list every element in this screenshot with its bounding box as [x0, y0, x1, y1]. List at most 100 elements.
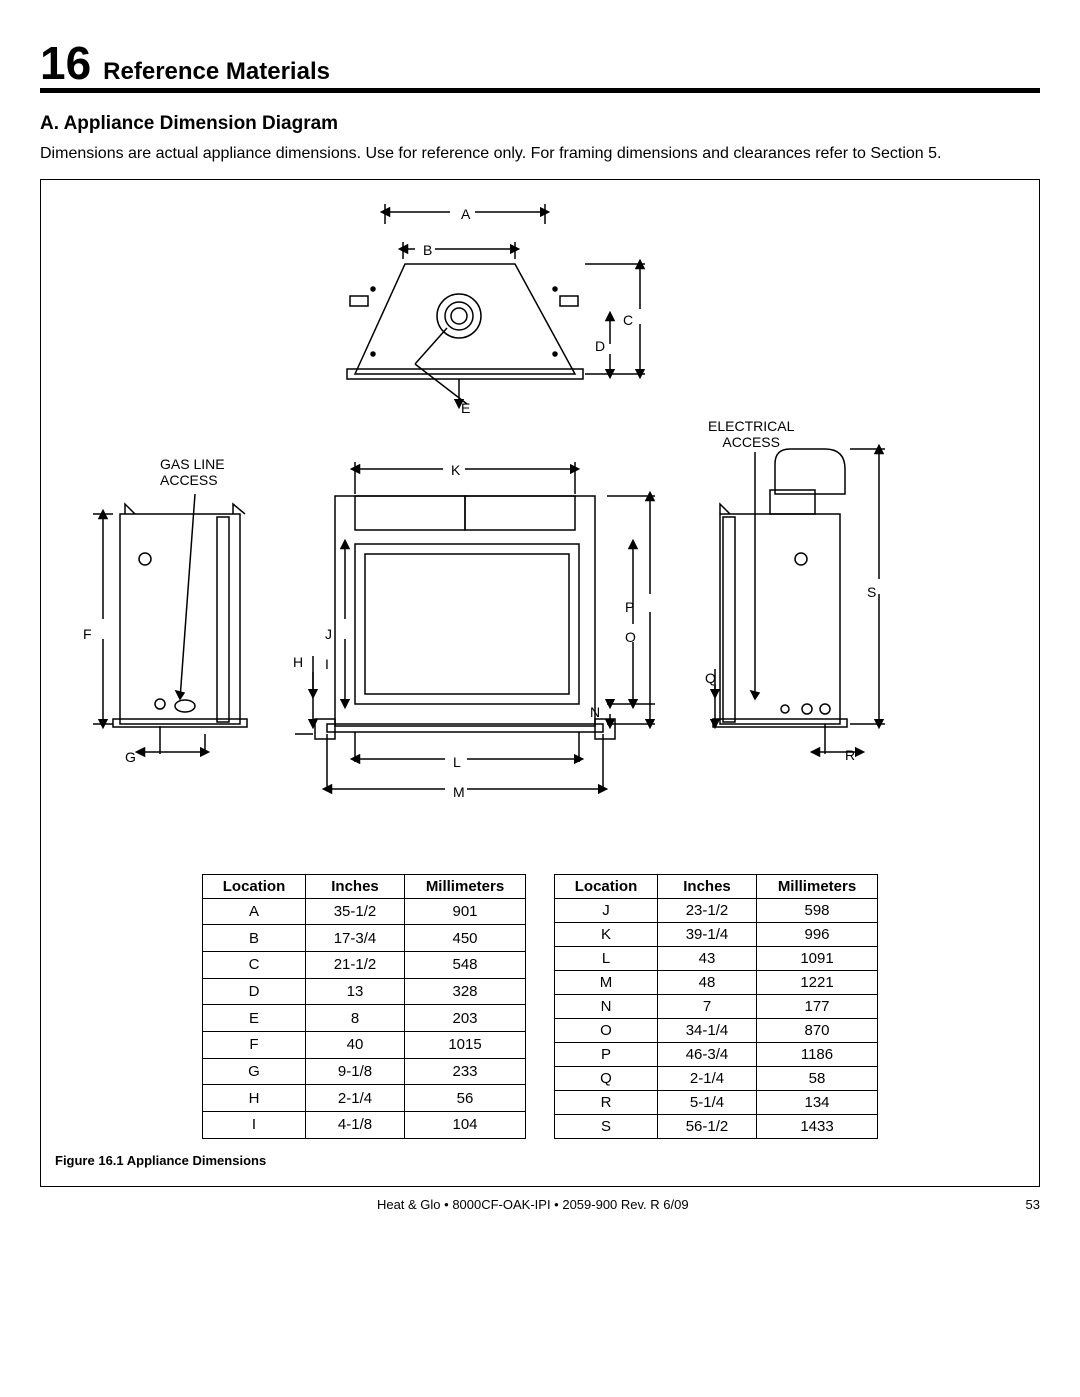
table-cell: G	[203, 1058, 306, 1085]
table-row: B17-3/4450	[203, 925, 526, 952]
table-cell: 8	[306, 1005, 405, 1032]
table-cell: 203	[405, 1005, 526, 1032]
dim-label-f: F	[83, 626, 92, 642]
subsection-heading: A. Appliance Dimension Diagram	[40, 113, 1040, 135]
th-mm: Millimeters	[405, 874, 526, 898]
table-cell: F	[203, 1031, 306, 1058]
table-cell: 56-1/2	[658, 1114, 757, 1138]
table-cell: 1015	[405, 1031, 526, 1058]
table-cell: 48	[658, 970, 757, 994]
table-row: P46-3/41186	[555, 1042, 878, 1066]
appliance-diagram-svg	[55, 194, 1015, 814]
dim-label-d: D	[595, 338, 605, 354]
table-cell: 7	[658, 994, 757, 1018]
table-row: E8203	[203, 1005, 526, 1032]
table-cell: C	[203, 951, 306, 978]
table-row: S56-1/21433	[555, 1114, 878, 1138]
table-row: C21-1/2548	[203, 951, 526, 978]
dimension-table-left: Location Inches Millimeters A35-1/2901B1…	[202, 874, 526, 1139]
table-row: J23-1/2598	[555, 898, 878, 922]
dim-label-o: O	[625, 629, 636, 645]
table-cell: S	[555, 1114, 658, 1138]
dim-label-c: C	[623, 312, 633, 328]
table-cell: J	[555, 898, 658, 922]
section-title: Reference Materials	[103, 58, 330, 86]
table-row: G9-1/8233	[203, 1058, 526, 1085]
dim-label-k: K	[451, 462, 460, 478]
table-cell: 2-1/4	[306, 1085, 405, 1112]
table-cell: 598	[757, 898, 878, 922]
table-row: D13328	[203, 978, 526, 1005]
table-row: I4-1/8104	[203, 1111, 526, 1138]
table-cell: E	[203, 1005, 306, 1032]
table-cell: 2-1/4	[658, 1066, 757, 1090]
figure-frame: A B C D E GAS LINE ACCESS ELECTRICAL ACC…	[40, 179, 1040, 1187]
dim-label-i: I	[325, 656, 329, 672]
table-cell: I	[203, 1111, 306, 1138]
table-cell: 5-1/4	[658, 1090, 757, 1114]
table-row: H2-1/456	[203, 1085, 526, 1112]
dim-label-b: B	[423, 242, 432, 258]
table-cell: 13	[306, 978, 405, 1005]
table-cell: 34-1/4	[658, 1018, 757, 1042]
th-inches: Inches	[658, 874, 757, 898]
dim-label-e: E	[461, 400, 470, 416]
table-row: F401015	[203, 1031, 526, 1058]
dim-label-q: Q	[705, 670, 716, 686]
dim-label-a: A	[461, 206, 470, 222]
table-cell: R	[555, 1090, 658, 1114]
table-cell: 4-1/8	[306, 1111, 405, 1138]
table-row: O34-1/4870	[555, 1018, 878, 1042]
table-cell: H	[203, 1085, 306, 1112]
table-cell: 996	[757, 922, 878, 946]
table-cell: 23-1/2	[658, 898, 757, 922]
dim-label-g: G	[125, 749, 136, 765]
th-location: Location	[203, 874, 306, 898]
table-cell: 450	[405, 925, 526, 952]
table-cell: 21-1/2	[306, 951, 405, 978]
table-row: Q2-1/458	[555, 1066, 878, 1090]
table-cell: 233	[405, 1058, 526, 1085]
page-footer: Heat & Glo • 8000CF-OAK-IPI • 2059-900 R…	[40, 1197, 1040, 1212]
table-cell: 40	[306, 1031, 405, 1058]
dim-label-s: S	[867, 584, 876, 600]
table-cell: L	[555, 946, 658, 970]
dim-label-m: M	[453, 784, 465, 800]
table-cell: K	[555, 922, 658, 946]
dim-label-r: R	[845, 747, 855, 763]
table-cell: 56	[405, 1085, 526, 1112]
section-number: 16	[40, 40, 91, 86]
table-cell: 104	[405, 1111, 526, 1138]
table-cell: M	[555, 970, 658, 994]
table-row: R5-1/4134	[555, 1090, 878, 1114]
table-cell: 1186	[757, 1042, 878, 1066]
table-cell: 9-1/8	[306, 1058, 405, 1085]
table-cell: N	[555, 994, 658, 1018]
figure-caption: Figure 16.1 Appliance Dimensions	[55, 1153, 1025, 1168]
table-cell: 43	[658, 946, 757, 970]
table-row: M481221	[555, 970, 878, 994]
table-cell: 870	[757, 1018, 878, 1042]
electrical-access-label: ELECTRICAL ACCESS	[708, 418, 794, 450]
table-cell: 177	[757, 994, 878, 1018]
footer-center: Heat & Glo • 8000CF-OAK-IPI • 2059-900 R…	[377, 1197, 689, 1212]
table-row: A35-1/2901	[203, 898, 526, 925]
table-cell: 58	[757, 1066, 878, 1090]
table-cell: 328	[405, 978, 526, 1005]
table-cell: 901	[405, 898, 526, 925]
table-row: L431091	[555, 946, 878, 970]
table-cell: 134	[757, 1090, 878, 1114]
table-row: K39-1/4996	[555, 922, 878, 946]
table-cell: P	[555, 1042, 658, 1066]
dim-label-h: H	[293, 654, 303, 670]
table-cell: 1091	[757, 946, 878, 970]
dim-label-j: J	[325, 626, 332, 642]
table-cell: B	[203, 925, 306, 952]
table-row: N7177	[555, 994, 878, 1018]
dimension-table-right: Location Inches Millimeters J23-1/2598K3…	[554, 874, 878, 1139]
subsection-body: Dimensions are actual appliance dimensio…	[40, 143, 1040, 165]
dimension-tables: Location Inches Millimeters A35-1/2901B1…	[55, 874, 1025, 1139]
table-cell: 35-1/2	[306, 898, 405, 925]
table-cell: D	[203, 978, 306, 1005]
table-cell: 39-1/4	[658, 922, 757, 946]
